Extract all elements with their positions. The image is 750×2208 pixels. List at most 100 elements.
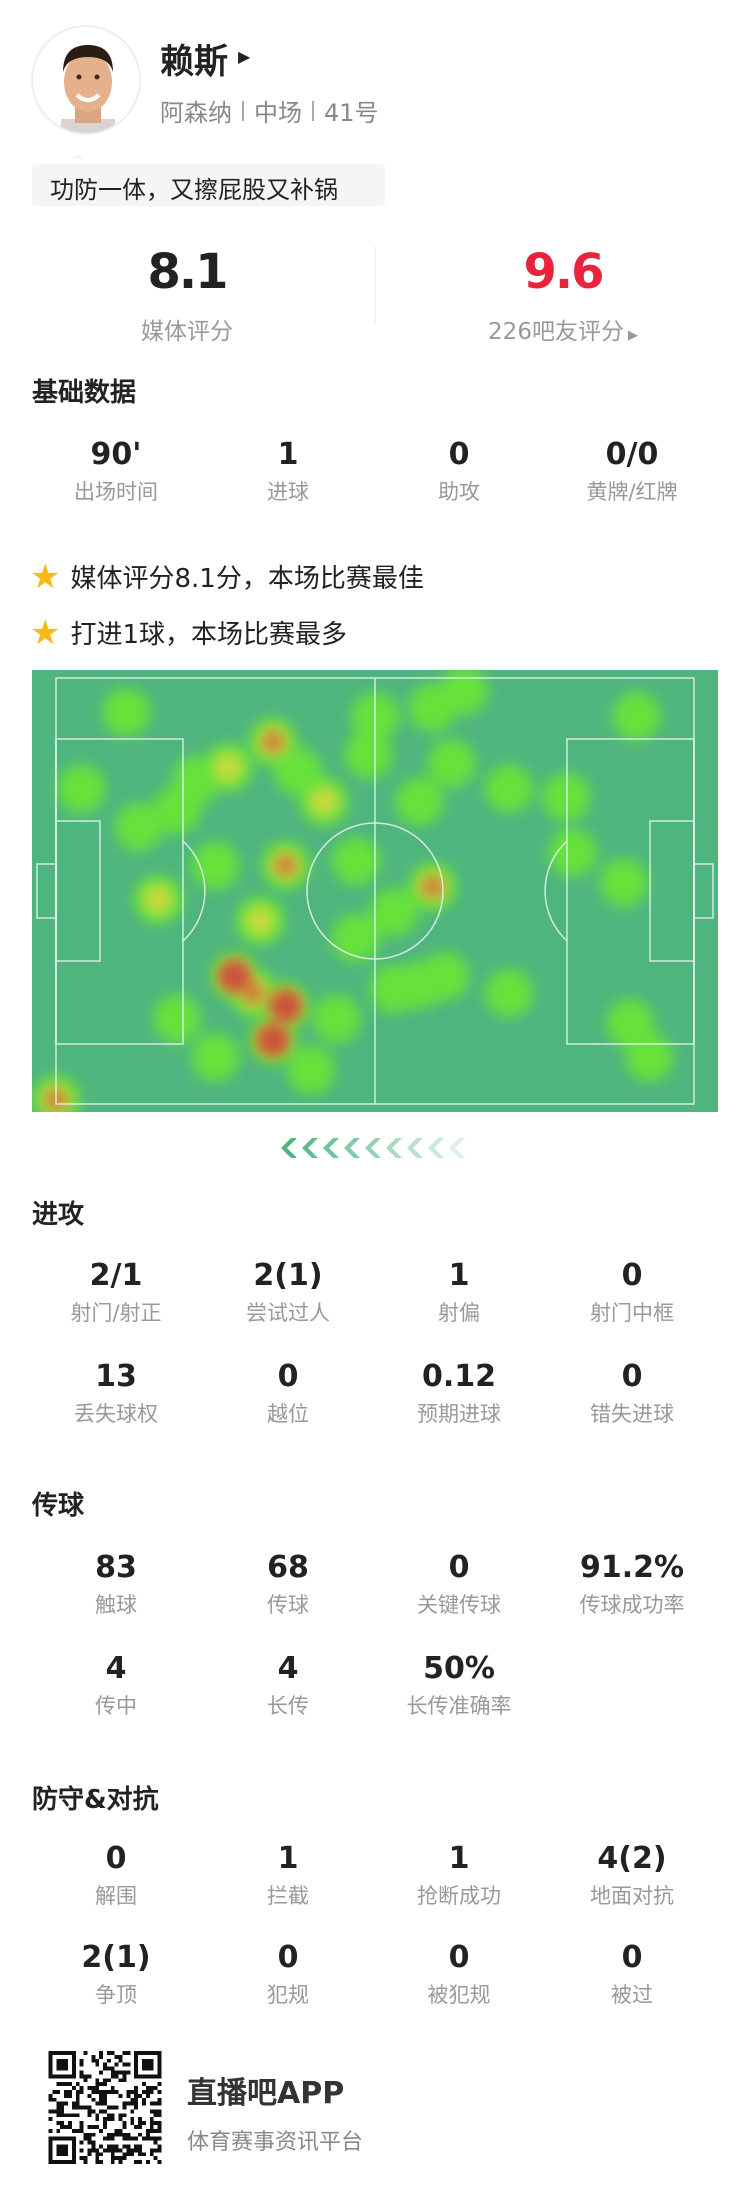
stat-item: 90' 出场时间 <box>30 438 202 506</box>
highlight-item: ★ 媒体评分8.1分，本场比赛最佳 <box>30 558 424 595</box>
center-circle <box>306 822 444 960</box>
stat-item: 2/1 射门/射正 <box>30 1259 202 1327</box>
chevron-left-icon <box>365 1138 381 1158</box>
stat-label: 错失进球 <box>590 1402 674 1426</box>
stat-value: 4(2) <box>597 1841 667 1876</box>
stat-value: 0 <box>621 1940 643 1975</box>
heat-point <box>191 1033 240 1082</box>
stat-label: 被犯规 <box>427 1983 491 2007</box>
stat-value: 2(1) <box>81 1940 151 1975</box>
heatmap-pitch <box>32 670 718 1112</box>
stat-value: 13 <box>95 1359 137 1394</box>
chevron-left-icon <box>386 1138 402 1158</box>
stat-value: 0 <box>621 1258 643 1293</box>
stat-label: 长传准确率 <box>406 1694 512 1718</box>
heat-point <box>102 688 151 737</box>
stat-label: 射门/射正 <box>70 1301 162 1325</box>
right-goal <box>693 863 714 919</box>
stat-item: 0 被犯规 <box>373 1941 545 2009</box>
stat-item: 13 丢失球权 <box>30 1360 202 1428</box>
heat-point <box>260 1027 286 1053</box>
stat-value: 0 <box>277 1940 299 1975</box>
stat-label: 拦截 <box>267 1884 309 1908</box>
stat-value: 2/1 <box>89 1258 143 1293</box>
star-icon: ★ <box>30 612 61 653</box>
fan-rating[interactable]: 9.6 226吧友评分 ▶ <box>413 244 713 346</box>
stat-value: 0/0 <box>605 437 659 472</box>
stat-label: 尝试过人 <box>246 1301 330 1325</box>
stat-label: 丢失球权 <box>74 1402 158 1426</box>
player-name[interactable]: 赖斯 <box>160 42 228 82</box>
heat-point <box>548 828 597 877</box>
heat-point <box>221 963 248 989</box>
heat-point <box>243 983 264 1004</box>
heat-point <box>331 913 380 962</box>
heat-point <box>287 1045 336 1094</box>
stat-value: 1 <box>448 1841 470 1876</box>
stat-item: 4 长传 <box>202 1652 374 1720</box>
heat-point <box>422 876 443 897</box>
stat-item: 4 传中 <box>30 1652 202 1720</box>
stat-label: 出场时间 <box>74 480 158 504</box>
heat-point <box>275 855 296 876</box>
heat-point <box>599 858 648 907</box>
stat-item: 83 触球 <box>30 1551 202 1619</box>
stat-item: 68 传球 <box>202 1551 374 1619</box>
stat-value: 0 <box>277 1359 299 1394</box>
heat-point <box>143 884 174 915</box>
heat-point <box>395 777 444 826</box>
chevron-left-icon <box>323 1138 339 1158</box>
team-name: 阿森纳 <box>160 99 232 127</box>
stat-value: 0 <box>621 1359 643 1394</box>
stat-label: 射偏 <box>438 1301 480 1325</box>
player-tagline: 功防一体，又擦屁股又补锅 <box>32 154 385 206</box>
stat-label: 长传 <box>267 1694 309 1718</box>
stat-label: 关键传球 <box>417 1593 501 1617</box>
stat-label: 传中 <box>95 1694 137 1718</box>
heat-point <box>213 752 244 783</box>
stat-item: 91.2% 传球成功率 <box>546 1551 718 1619</box>
arrow-right-icon: ▶ <box>627 328 638 343</box>
heat-point <box>57 764 106 813</box>
section-title-defense: 防守&对抗 <box>32 1785 159 1815</box>
player-photo <box>61 45 115 133</box>
stat-item: 2(1) 尝试过人 <box>202 1259 374 1327</box>
heat-point <box>612 692 661 741</box>
chevron-left-icon <box>428 1138 444 1158</box>
stat-item: 0 助攻 <box>373 438 545 506</box>
play-arrow-icon[interactable]: ▶ <box>238 47 251 66</box>
stat-label: 传球成功率 <box>579 1593 685 1617</box>
app-subtitle: 体育赛事资讯平台 <box>187 2130 364 2155</box>
heat-point <box>427 739 476 788</box>
heat-point <box>331 837 380 886</box>
heat-point <box>262 731 283 752</box>
stat-value: 0 <box>448 437 470 472</box>
qr-code[interactable] <box>46 2051 164 2164</box>
stat-value: 2(1) <box>253 1258 323 1293</box>
media-rating-label: 媒体评分 <box>141 319 233 345</box>
player-avatar[interactable] <box>31 25 141 135</box>
stat-item: 0 越位 <box>202 1360 374 1428</box>
separator <box>242 100 244 121</box>
right-penalty-arc <box>544 840 568 942</box>
stat-value: 90' <box>90 437 142 472</box>
chevron-left-icon <box>281 1138 297 1158</box>
heat-point <box>484 764 533 813</box>
stat-item: 0 错失进球 <box>546 1360 718 1428</box>
section-title-attack: 进攻 <box>32 1200 85 1230</box>
stat-label: 触球 <box>95 1593 137 1617</box>
chevron-left-icon <box>449 1138 465 1158</box>
highlight-item: ★ 打进1球，本场比赛最多 <box>30 614 347 651</box>
stat-item: 2(1) 争顶 <box>30 1941 202 2009</box>
stat-label: 进球 <box>267 480 309 504</box>
stat-value: 4 <box>277 1651 299 1686</box>
stat-label: 犯规 <box>267 1983 309 2007</box>
stat-value: 0 <box>448 1550 470 1585</box>
highlight-text: 打进1球，本场比赛最多 <box>70 620 348 650</box>
stat-item: 4(2) 地面对抗 <box>546 1842 718 1910</box>
media-rating-value: 8.1 <box>147 244 228 300</box>
heat-point <box>395 960 444 1009</box>
chevron-left-icon <box>407 1138 423 1158</box>
stat-label: 传球 <box>267 1593 309 1617</box>
stat-label: 黄牌/红牌 <box>586 480 678 504</box>
